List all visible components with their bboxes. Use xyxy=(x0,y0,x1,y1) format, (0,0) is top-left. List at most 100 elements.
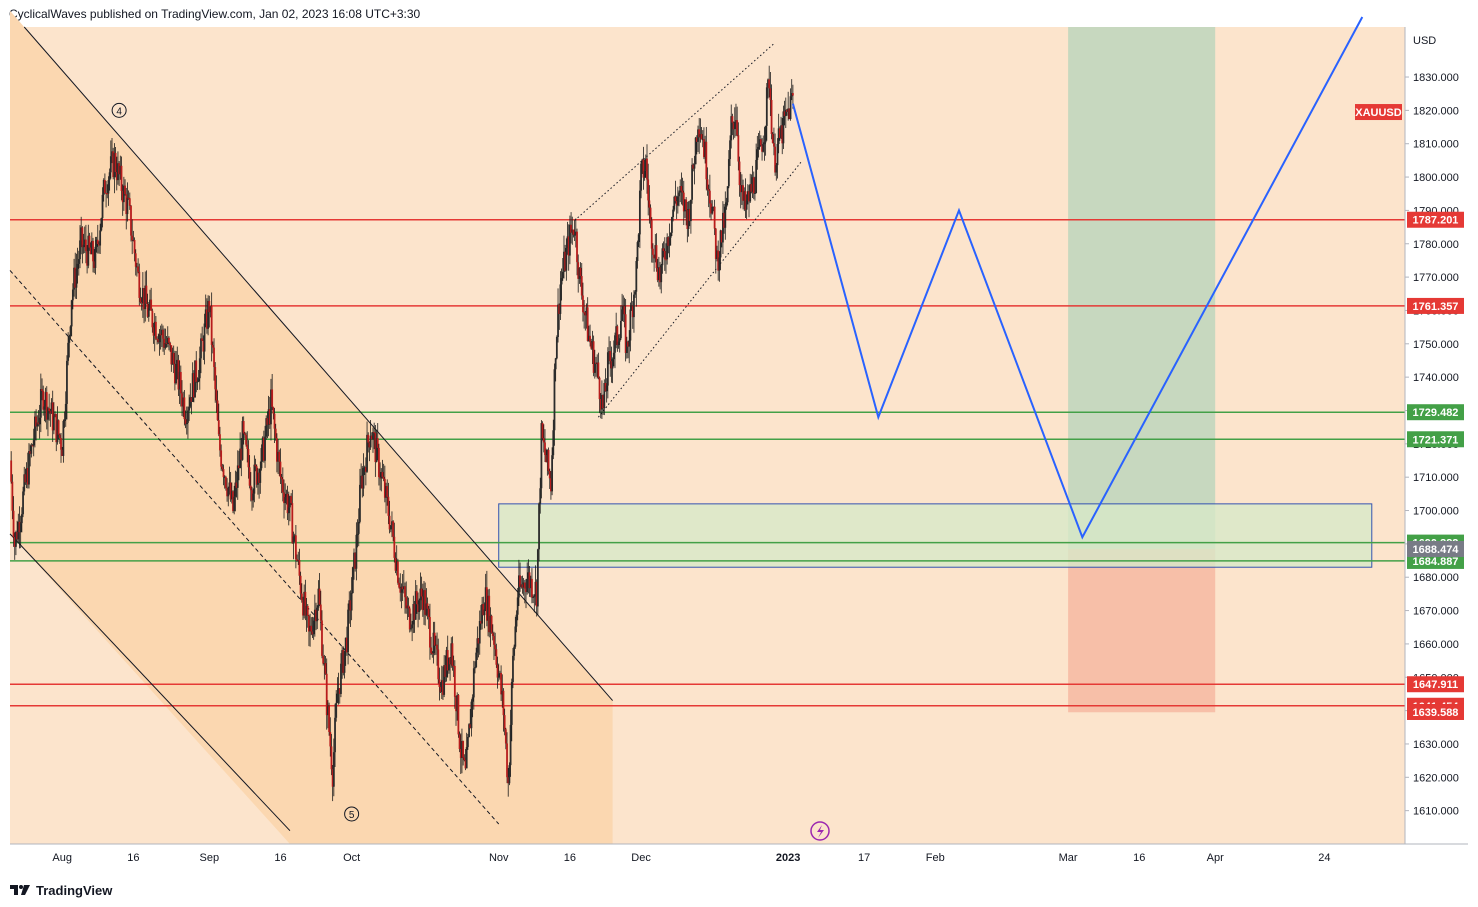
candle-body xyxy=(689,199,692,222)
candle-body xyxy=(303,591,306,616)
candle-body xyxy=(426,603,429,609)
candle-body xyxy=(687,209,690,229)
candle-body xyxy=(620,320,622,339)
candle xyxy=(80,216,83,255)
candle xyxy=(228,466,231,495)
candle xyxy=(183,390,186,426)
candle xyxy=(535,579,538,617)
candle xyxy=(413,600,416,633)
lightning-icon[interactable] xyxy=(810,821,830,841)
candle-body xyxy=(95,239,98,247)
candle xyxy=(499,670,501,680)
candle xyxy=(568,215,571,265)
candle-body xyxy=(675,201,678,206)
candle xyxy=(689,199,692,234)
candle xyxy=(189,383,192,409)
candle xyxy=(476,626,479,660)
candle-body xyxy=(552,430,555,456)
candle xyxy=(482,596,485,616)
candle-body xyxy=(461,741,463,759)
candle xyxy=(771,132,774,144)
candle xyxy=(580,263,583,300)
candle-body xyxy=(622,306,625,310)
candle-body xyxy=(615,326,618,336)
candle-body xyxy=(229,482,232,500)
candle xyxy=(684,199,686,219)
candle xyxy=(175,351,177,385)
candle xyxy=(550,470,552,500)
candle-body xyxy=(206,309,208,329)
candle xyxy=(513,644,516,661)
candle xyxy=(666,233,669,265)
candle xyxy=(197,369,200,382)
candle xyxy=(279,448,282,484)
candle-body xyxy=(265,418,268,437)
candle xyxy=(705,126,708,191)
candle-body xyxy=(112,151,115,178)
candle-body xyxy=(329,731,332,747)
candle xyxy=(387,482,390,525)
candle-body xyxy=(748,191,750,202)
publisher-header: CyclicalWaves published on TradingView.c… xyxy=(9,7,421,21)
candle-body xyxy=(719,230,722,258)
candle-body xyxy=(294,535,297,560)
candle-body xyxy=(380,472,383,479)
candle xyxy=(410,613,412,632)
candle xyxy=(452,655,455,677)
candle-body xyxy=(391,521,393,526)
candle-body xyxy=(254,464,257,467)
candle-body xyxy=(621,309,623,321)
candle xyxy=(554,357,557,382)
candle-body xyxy=(703,139,705,158)
candle-body xyxy=(720,230,723,243)
candle xyxy=(217,403,220,437)
candle xyxy=(587,325,590,342)
candle xyxy=(241,416,244,461)
candle-body xyxy=(293,535,296,537)
candle-body xyxy=(633,294,635,318)
candle-body xyxy=(357,521,360,534)
candle xyxy=(408,606,411,633)
candle xyxy=(522,578,525,596)
candle-body xyxy=(347,609,349,653)
candle-body xyxy=(421,596,424,611)
candle xyxy=(322,644,325,666)
candle xyxy=(490,614,493,634)
candle-body xyxy=(591,341,594,349)
candle-body xyxy=(646,158,648,180)
candle-body xyxy=(214,367,217,390)
candle-body xyxy=(718,257,721,271)
candle-body xyxy=(208,300,211,313)
candle-body xyxy=(406,605,409,609)
channel-lines xyxy=(9,26,803,832)
candle xyxy=(353,548,355,580)
candle xyxy=(340,653,342,698)
candle xyxy=(239,432,242,469)
candle xyxy=(133,237,136,262)
candle xyxy=(450,637,453,668)
candle xyxy=(502,688,505,732)
candle xyxy=(553,363,556,446)
candle-body xyxy=(103,179,106,193)
level-badge-1721.371: 1721.371 xyxy=(1413,434,1459,446)
candle-body xyxy=(445,650,448,677)
candle-body xyxy=(181,393,183,407)
candle-body xyxy=(74,267,77,288)
candle xyxy=(335,690,338,722)
candle-body xyxy=(305,605,308,616)
candle-body xyxy=(692,164,695,169)
candle xyxy=(571,216,574,245)
candle xyxy=(309,613,312,647)
candle-body xyxy=(617,341,620,346)
candle-body xyxy=(300,593,303,601)
candle-body xyxy=(686,210,689,229)
candle xyxy=(665,243,667,274)
candle xyxy=(599,393,602,419)
candle-body xyxy=(459,748,462,759)
candle xyxy=(357,508,360,547)
candle-body xyxy=(520,584,523,587)
candle-body xyxy=(321,620,323,656)
candle-body xyxy=(19,523,22,533)
candle xyxy=(62,419,65,463)
